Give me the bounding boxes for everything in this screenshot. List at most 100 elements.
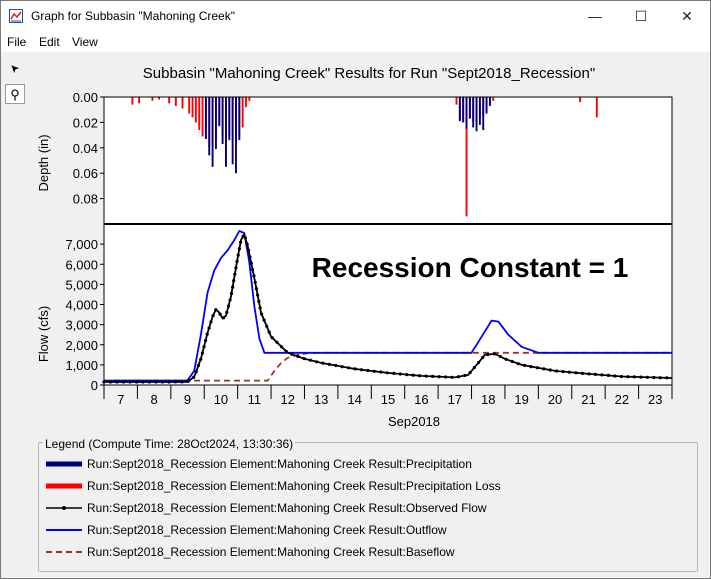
precipitation-bar (235, 97, 237, 174)
precipitation-bar (488, 97, 491, 106)
close-button[interactable]: ✕ (664, 1, 710, 32)
observed-flow-point (498, 354, 502, 359)
observed-flow-point (327, 362, 331, 366)
observed-flow-point (248, 255, 252, 259)
chart-title: Subbasin "Mahoning Creek" Results for Ru… (143, 65, 595, 82)
observed-flow-point (463, 373, 467, 378)
observed-flow-point (587, 372, 591, 376)
observed-flow-point (418, 374, 422, 378)
observed-flow-point (260, 312, 264, 316)
precipitation-bar (214, 97, 217, 150)
flow-plot-background (104, 224, 672, 385)
observed-flow-point (606, 373, 611, 377)
observed-flow-point (180, 380, 184, 384)
precipitation-bar (228, 97, 231, 141)
precipitation-bar (458, 97, 461, 122)
observed-flow-point (265, 324, 269, 328)
observed-flow-point (186, 379, 190, 383)
observed-flow-point (262, 318, 266, 322)
minimize-button[interactable]: — (572, 1, 618, 32)
observed-flow-point (207, 326, 211, 330)
observed-flow-point (456, 375, 461, 379)
precipitation-bar (225, 97, 227, 167)
y-tick-label: 6,000 (65, 257, 98, 272)
observed-flow-point (226, 304, 231, 308)
precipitation-bar (208, 97, 211, 156)
observed-flow-point (241, 234, 245, 238)
observed-flow-point (665, 376, 669, 380)
precipitation-loss-bar (158, 97, 161, 100)
precipitation-bar (468, 97, 471, 119)
precipitation-loss-bar (188, 97, 191, 114)
x-tick-label: 12 (281, 392, 295, 407)
minimize-icon: — (588, 8, 602, 24)
zoom-icon: ⚲ (10, 87, 20, 102)
y-tick-label: 0.08 (73, 192, 98, 207)
observed-flow-point (279, 345, 284, 349)
precipitation-loss-bar (248, 97, 251, 101)
observed-flow-point (593, 372, 598, 376)
precipitation-loss-bar (138, 97, 141, 104)
observed-flow-point (481, 355, 485, 360)
precipitation-loss-bar (579, 97, 582, 103)
top-y-label: Depth (in) (36, 134, 51, 191)
precipitation-bar (211, 97, 214, 167)
observed-flow-point (267, 330, 271, 334)
observed-flow-point (523, 363, 527, 367)
zoom-tool-button[interactable]: ⚲ (5, 84, 25, 104)
depth-plot-background (104, 97, 672, 224)
x-tick-label: 11 (248, 392, 262, 407)
observed-flow-point (334, 363, 338, 368)
observed-flow-point (492, 352, 496, 356)
observed-flow-point (626, 375, 630, 379)
observed-flow-point (192, 375, 196, 379)
close-icon: ✕ (681, 8, 693, 24)
observed-flow-point (472, 365, 476, 370)
title-bar[interactable]: Graph for Subbasin "Mahoning Creek" — ☐ … (1, 1, 710, 32)
observed-flow-point (229, 291, 234, 296)
observed-flow-point (270, 336, 274, 340)
observed-flow-point (256, 293, 260, 297)
precipitation-bar (485, 97, 488, 114)
observed-flow-point (252, 274, 256, 278)
observed-flow-point (199, 357, 203, 361)
observed-flow-point (632, 375, 637, 379)
y-tick-label: 2,000 (65, 338, 98, 353)
observed-flow-point (315, 360, 319, 364)
x-tick-label: 19 (514, 392, 528, 407)
menu-view[interactable]: View (72, 35, 98, 49)
observed-flow-point (194, 370, 198, 374)
x-tick-label: 18 (481, 392, 495, 407)
menu-edit[interactable]: Edit (39, 35, 60, 49)
observed-flow-point (321, 361, 325, 365)
precipitation-bar (478, 97, 481, 125)
observed-flow-point (658, 376, 662, 380)
observed-flow-point (141, 380, 145, 384)
legend-label: Run:Sept2018_Recession Element:Mahoning … (87, 501, 487, 515)
graph-app-icon (9, 9, 23, 23)
observed-flow-point (147, 380, 152, 384)
observed-flow-point (236, 253, 240, 257)
observed-flow-point (205, 332, 209, 336)
observed-flow-point (232, 279, 236, 283)
precipitation-bar (472, 97, 475, 128)
observed-flow-point (254, 287, 258, 291)
x-tick-label: 20 (548, 392, 562, 407)
observed-flow-point (580, 371, 585, 375)
observed-flow-point (561, 370, 565, 374)
legend-swatch (46, 551, 82, 553)
observed-flow-point (567, 370, 572, 374)
observed-flow-point (196, 363, 200, 368)
precipitation-loss-bar (151, 97, 154, 101)
observed-flow-point (231, 285, 235, 289)
observed-flow-point (243, 236, 247, 240)
observed-flow-point (468, 370, 472, 375)
observed-flow-point (257, 299, 261, 303)
observed-flow-point (347, 366, 351, 370)
observed-flow-point (251, 267, 255, 272)
maximize-button[interactable]: ☐ (618, 1, 664, 32)
x-tick-label: 8 (151, 392, 158, 407)
flow-panel: 0 1,000 2,000 3,000 4,000 5,000 6,000 7,000 7 8 9 1… (65, 223, 673, 407)
menu-bar: File Edit View (1, 32, 710, 52)
menu-file[interactable]: File (7, 35, 27, 49)
